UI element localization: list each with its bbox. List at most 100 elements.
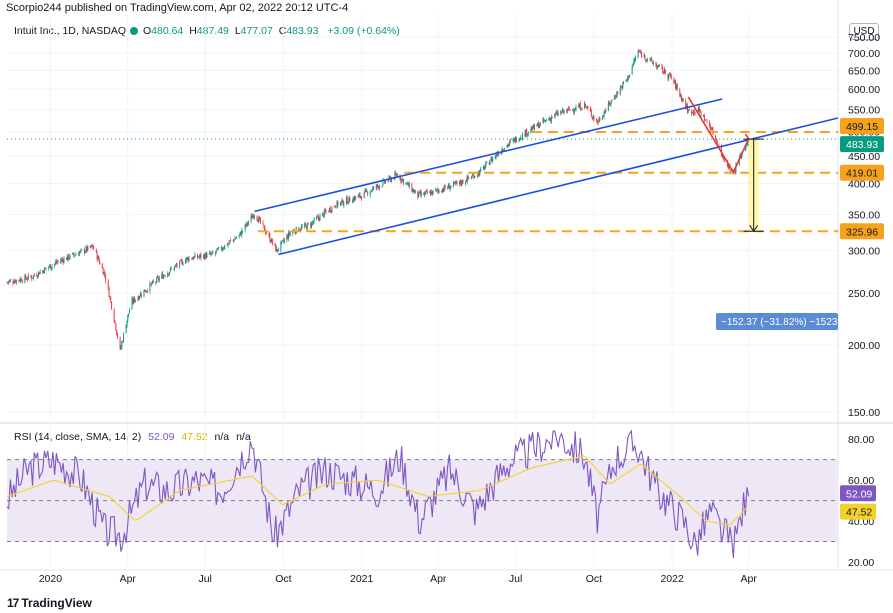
candle-body bbox=[162, 273, 164, 279]
candle-body bbox=[663, 69, 665, 74]
candle-body bbox=[464, 181, 466, 184]
candle-body bbox=[585, 106, 587, 108]
candle-body bbox=[351, 201, 353, 203]
candle-body bbox=[449, 187, 451, 190]
candle-body bbox=[453, 182, 455, 184]
candle-body bbox=[300, 226, 302, 230]
rsi-title[interactable]: RSI (14, close, SMA, 14, 2) bbox=[14, 431, 142, 443]
candle-body bbox=[163, 275, 165, 277]
candle-body bbox=[26, 278, 28, 280]
candle-body bbox=[650, 58, 652, 60]
candle-body bbox=[527, 131, 529, 134]
candle-body bbox=[438, 190, 440, 192]
candle-body bbox=[131, 298, 133, 310]
candle-body bbox=[544, 120, 546, 122]
candle-body bbox=[480, 168, 482, 171]
candle-body bbox=[555, 112, 557, 114]
candle-body bbox=[12, 281, 14, 283]
candle-body bbox=[646, 59, 648, 61]
candle-body bbox=[155, 281, 157, 283]
candle-body bbox=[292, 231, 294, 234]
x-tick-label: Jul bbox=[198, 573, 211, 585]
candle-body bbox=[485, 162, 487, 166]
candle-body bbox=[405, 182, 407, 184]
candle-body bbox=[74, 254, 76, 256]
candle-body bbox=[644, 55, 646, 59]
candle-body bbox=[526, 129, 528, 136]
candle-body bbox=[478, 172, 480, 176]
candle-body bbox=[269, 234, 271, 242]
y-tick-label: 250.00 bbox=[848, 288, 880, 300]
candle-body bbox=[568, 107, 570, 111]
candle-body bbox=[715, 139, 717, 142]
symbol-legend: Intuit Inc., 1D, NASDAQ O480.64 H487.49 … bbox=[14, 25, 400, 37]
candle-body bbox=[691, 109, 693, 114]
candle-body bbox=[99, 260, 101, 265]
candle-body bbox=[313, 218, 315, 222]
candle-body bbox=[627, 75, 629, 80]
candle-body bbox=[634, 59, 636, 61]
candle-body bbox=[73, 255, 75, 257]
candle-body bbox=[96, 252, 98, 260]
candle-body bbox=[180, 260, 182, 262]
candle-body bbox=[543, 119, 545, 122]
candle-body bbox=[413, 191, 415, 193]
candle-body bbox=[370, 190, 372, 192]
candle-body bbox=[354, 196, 356, 201]
candle-body bbox=[413, 189, 415, 193]
publish-header: Scorpio244 published on TradingView.com,… bbox=[6, 2, 349, 14]
candle-body bbox=[83, 249, 85, 253]
candle-body bbox=[537, 122, 539, 126]
candle-body bbox=[193, 256, 195, 259]
candle-body bbox=[484, 166, 486, 169]
candle-body bbox=[744, 147, 746, 152]
candle-body bbox=[271, 238, 273, 243]
currency-button[interactable]: USD bbox=[849, 23, 879, 40]
x-tick-label: Jul bbox=[509, 573, 522, 585]
candle-body bbox=[33, 274, 35, 276]
high-label: H bbox=[189, 25, 197, 37]
y-tick-label: 450.00 bbox=[848, 151, 880, 163]
candle-body bbox=[32, 277, 34, 279]
candle-body bbox=[139, 296, 141, 299]
candle-body bbox=[727, 165, 729, 169]
candle-body bbox=[652, 61, 654, 64]
candle-body bbox=[376, 184, 378, 188]
candle-body bbox=[335, 207, 337, 209]
candle-body bbox=[161, 274, 163, 278]
candle-body bbox=[215, 250, 217, 252]
candle-body bbox=[639, 51, 641, 53]
candle-body bbox=[78, 252, 80, 256]
candle-body bbox=[301, 226, 303, 228]
candle-body bbox=[38, 272, 40, 275]
price-scale-badge-label: 325.96 bbox=[846, 226, 878, 238]
candle-body bbox=[346, 197, 348, 204]
candle-body bbox=[567, 108, 569, 110]
candle-body bbox=[676, 84, 678, 89]
tradingview-logo[interactable]: 17 TradingView bbox=[7, 596, 92, 610]
candle-body bbox=[119, 337, 121, 349]
candle-body bbox=[473, 175, 475, 179]
candle-body bbox=[63, 258, 65, 264]
candle-body bbox=[539, 122, 541, 126]
candle-body bbox=[117, 333, 119, 338]
candle-body bbox=[561, 109, 563, 113]
candle-body bbox=[217, 248, 219, 250]
candle-body bbox=[406, 183, 408, 185]
symbol-title[interactable]: Intuit Inc., 1D, NASDAQ bbox=[14, 25, 127, 37]
candle-body bbox=[259, 217, 261, 219]
candle-body bbox=[723, 159, 725, 161]
candle-body bbox=[709, 126, 711, 131]
candle-body bbox=[604, 111, 606, 113]
candle-body bbox=[271, 239, 273, 244]
candle-body bbox=[711, 128, 713, 129]
y-tick-label: 550.00 bbox=[848, 104, 880, 116]
candle-body bbox=[244, 224, 246, 231]
candle-body bbox=[436, 189, 438, 191]
candle-body bbox=[688, 109, 690, 111]
candle-body bbox=[633, 60, 635, 65]
candle-body bbox=[49, 264, 51, 269]
candle-body bbox=[658, 65, 660, 67]
y-tick-label: 650.00 bbox=[848, 65, 880, 77]
